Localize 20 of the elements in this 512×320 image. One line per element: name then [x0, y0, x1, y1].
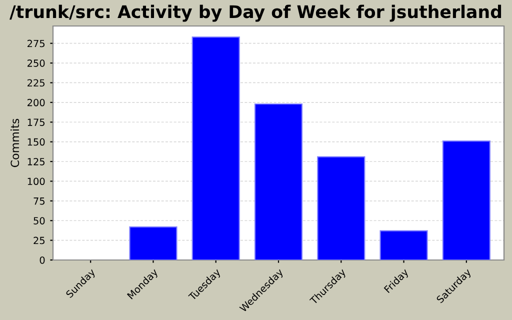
y-tick-label: 125 — [28, 158, 45, 166]
y-tick-label: 150 — [28, 138, 45, 146]
y-tick-label: 25 — [34, 236, 45, 244]
bar — [317, 156, 366, 260]
y-tick-label: 275 — [28, 40, 45, 48]
bar — [192, 36, 240, 260]
y-tick-label: 50 — [34, 217, 45, 224]
y-tick-label: 225 — [28, 79, 45, 87]
bar — [254, 103, 303, 260]
y-tick-label: 175 — [28, 118, 45, 126]
y-tick-label: 200 — [28, 98, 45, 106]
bar — [380, 230, 428, 260]
bar — [129, 226, 178, 260]
chart-title: /trunk/src: Activity by Day of Week for jsutherland — [10, 4, 502, 22]
y-tick-label: 100 — [28, 178, 45, 186]
y-tick-label: 250 — [28, 60, 45, 67]
y-tick-label: 0 — [40, 256, 45, 264]
y-tick-label: 75 — [34, 198, 45, 205]
bar — [442, 140, 490, 260]
y-axis-title: Commits — [10, 118, 20, 168]
